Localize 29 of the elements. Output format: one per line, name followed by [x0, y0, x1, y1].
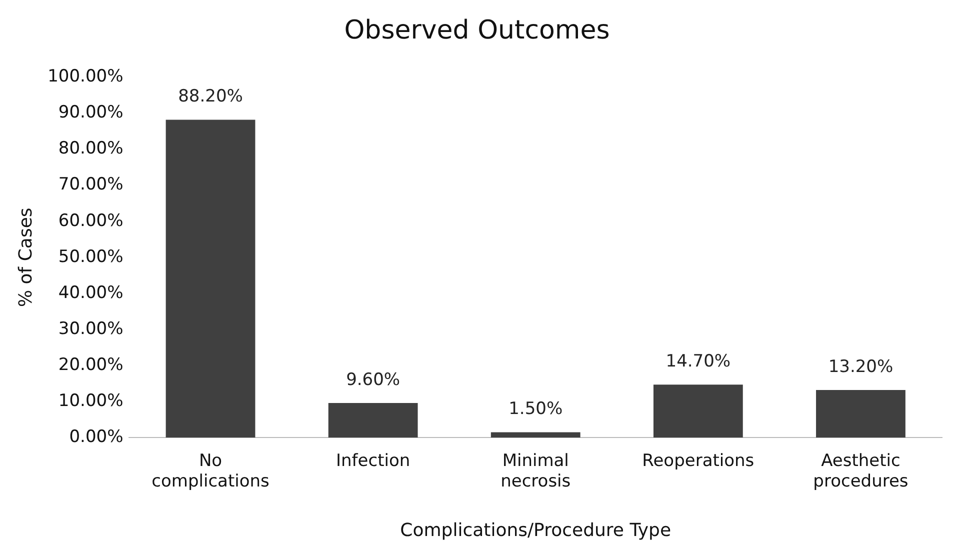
bar — [816, 390, 906, 438]
bar — [653, 384, 743, 438]
data-label: 9.60% — [346, 370, 400, 390]
bar — [166, 120, 256, 438]
y-tick-label: 70.00% — [58, 174, 124, 195]
x-tick-label: Minimal necrosis — [500, 451, 571, 492]
x-tick-label: No complications — [152, 451, 270, 492]
y-tick-label: 60.00% — [58, 210, 124, 231]
x-tick-label: Aesthetic procedures — [813, 451, 908, 492]
x-tick-label: Infection — [336, 451, 410, 472]
y-tick-label: 40.00% — [58, 282, 124, 303]
data-label: 14.70% — [666, 352, 731, 372]
y-tick-label: 0.00% — [69, 427, 124, 448]
data-label: 1.50% — [508, 399, 563, 420]
y-tick-label: 100.00% — [48, 66, 124, 87]
y-axis-title: % of Cases — [15, 208, 36, 308]
chart-title: Observed Outcomes — [344, 15, 610, 46]
data-label: 13.20% — [828, 356, 894, 377]
y-tick-label: 20.00% — [58, 354, 124, 375]
y-tick-label: 90.00% — [58, 102, 124, 123]
bar — [328, 403, 418, 438]
x-axis-title: Complications/Procedure Type — [400, 520, 672, 541]
data-label: 88.20% — [178, 86, 243, 107]
y-tick-label: 30.00% — [58, 318, 124, 339]
bar — [490, 432, 580, 438]
y-tick-label: 80.00% — [58, 138, 124, 159]
y-tick-label: 10.00% — [58, 390, 124, 411]
x-tick-label: Reoperations — [642, 451, 754, 472]
y-tick-label: 50.00% — [58, 246, 124, 267]
